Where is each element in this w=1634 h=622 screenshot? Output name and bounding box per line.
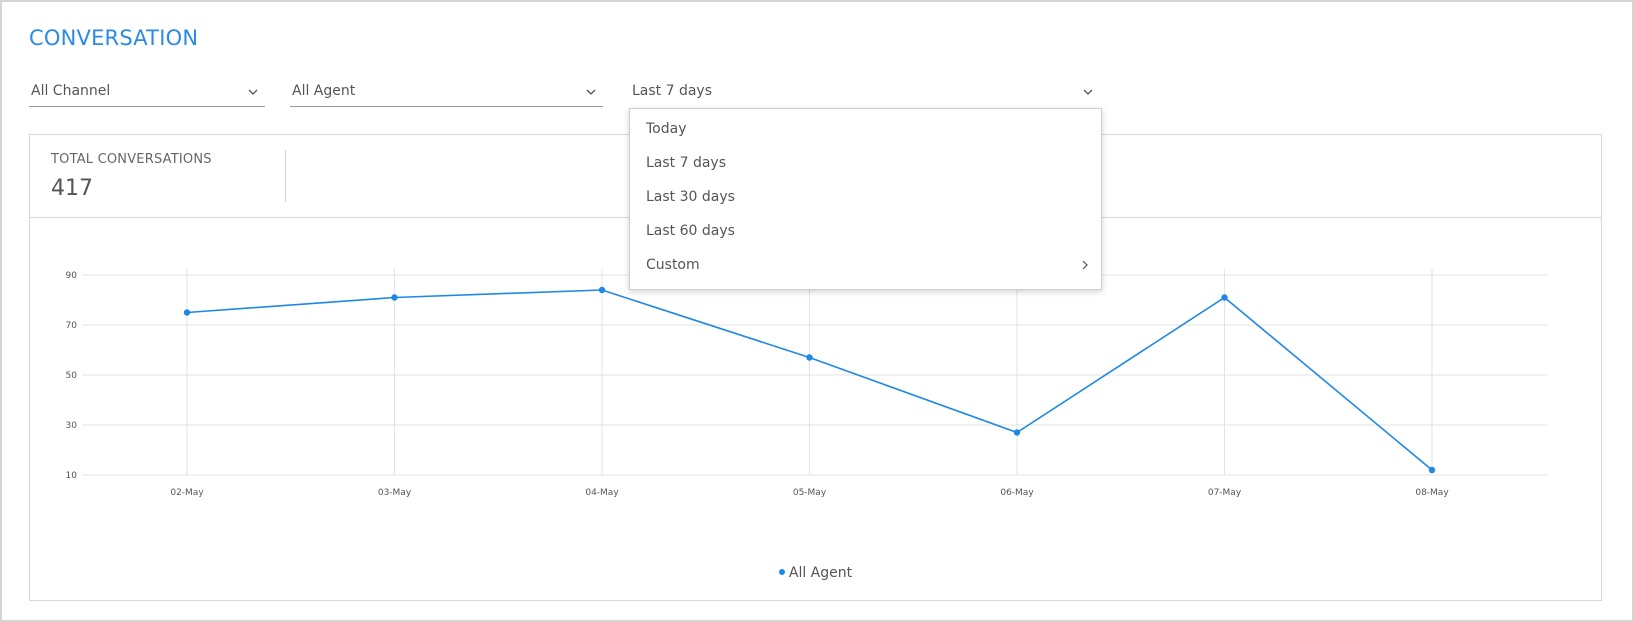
agent-select[interactable]: All Agent bbox=[290, 80, 603, 107]
data-point bbox=[1013, 429, 1021, 436]
dropdown-item-today[interactable]: Today bbox=[630, 113, 1101, 147]
total-conversations-value: 417 bbox=[51, 176, 93, 201]
x-tick-label: 06-May bbox=[1000, 488, 1034, 498]
x-tick-label: 08-May bbox=[1415, 488, 1449, 498]
channel-select-value: All Channel bbox=[31, 83, 111, 99]
x-tick-label: 02-May bbox=[170, 488, 204, 498]
legend-label-all-agent: All Agent bbox=[788, 565, 853, 581]
stat-divider bbox=[285, 150, 286, 202]
data-point bbox=[183, 309, 191, 316]
date-range-dropdown: Today Last 7 days Last 30 days Last 60 d… bbox=[629, 108, 1102, 290]
conversation-line-chart: 10 30 50 70 90 02-May 03-May 04-May 05-May 06-May… bbox=[66, 269, 1548, 498]
channel-select[interactable]: All Channel bbox=[29, 80, 265, 107]
data-point bbox=[598, 286, 606, 294]
agent-select-value: All Agent bbox=[292, 83, 356, 99]
dropdown-item-label: Custom bbox=[646, 257, 700, 273]
data-point bbox=[1428, 466, 1436, 474]
dropdown-item-label: Last 60 days bbox=[646, 223, 735, 239]
dropdown-item-label: Last 7 days bbox=[646, 155, 727, 171]
x-tick-label: 05-May bbox=[793, 488, 827, 498]
dropdown-item-last-60-days[interactable]: Last 60 days bbox=[630, 215, 1101, 249]
page-title: CONVERSATION bbox=[29, 26, 199, 50]
y-tick-label: 90 bbox=[66, 271, 78, 281]
date-range-select-value: Last 7 days bbox=[632, 83, 713, 99]
date-range-select[interactable]: Last 7 days bbox=[630, 80, 1100, 106]
y-tick-label: 50 bbox=[66, 371, 78, 381]
x-tick-label: 04-May bbox=[585, 488, 619, 498]
chevron-down-icon bbox=[586, 89, 596, 95]
dropdown-item-last-7-days[interactable]: Last 7 days bbox=[630, 147, 1101, 181]
legend-marker bbox=[778, 569, 785, 575]
total-conversations-label: TOTAL CONVERSATIONS bbox=[51, 152, 212, 167]
x-tick-label: 07-May bbox=[1208, 488, 1242, 498]
dropdown-item-label: Last 30 days bbox=[646, 189, 735, 205]
y-tick-label: 70 bbox=[66, 321, 78, 331]
chevron-down-icon bbox=[248, 89, 258, 95]
dropdown-item-label: Today bbox=[646, 121, 687, 137]
chevron-down-icon bbox=[1083, 89, 1093, 95]
chart-legend[interactable]: All Agent bbox=[30, 565, 1601, 581]
x-tick-label: 03-May bbox=[378, 488, 412, 498]
y-tick-label: 10 bbox=[66, 471, 78, 481]
data-point bbox=[391, 294, 398, 301]
data-point bbox=[1221, 294, 1228, 301]
chevron-right-icon bbox=[1082, 260, 1088, 270]
dropdown-item-custom[interactable]: Custom bbox=[630, 249, 1101, 283]
data-point bbox=[806, 354, 813, 361]
dropdown-item-last-30-days[interactable]: Last 30 days bbox=[630, 181, 1101, 215]
y-tick-label: 30 bbox=[66, 421, 78, 431]
